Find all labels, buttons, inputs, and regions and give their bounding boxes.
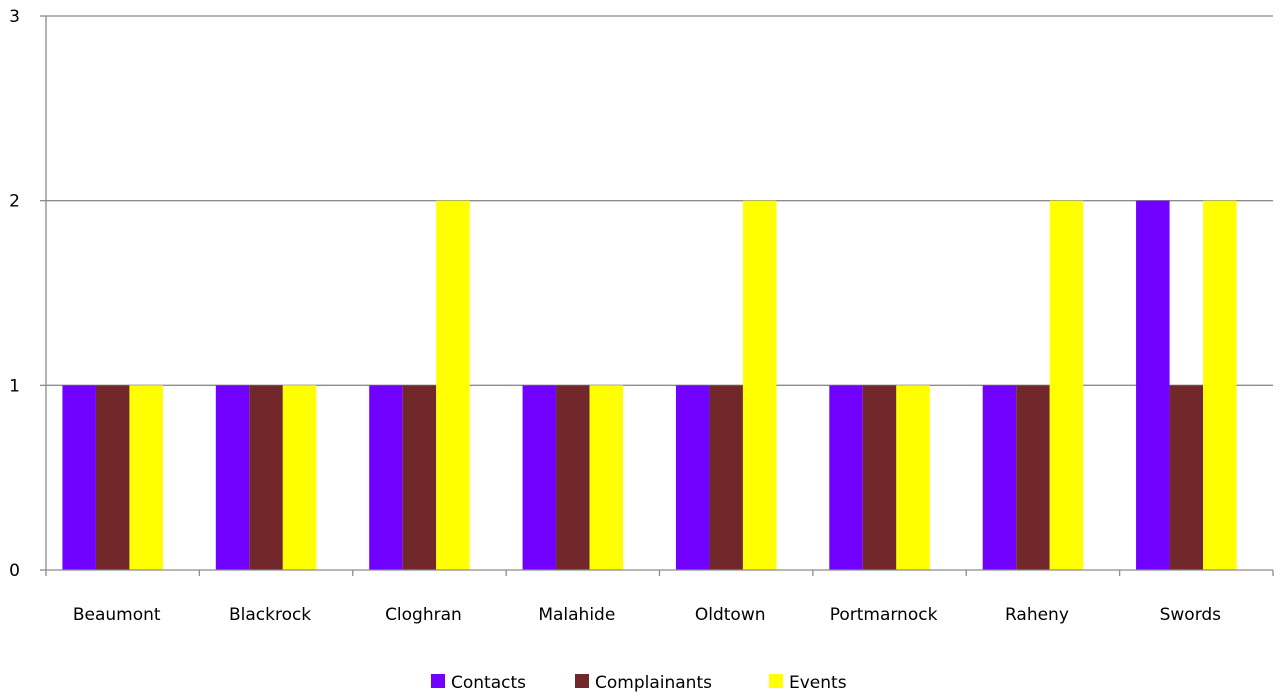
category-label: Swords: [1160, 605, 1222, 625]
legend-label-complainants: Complainants: [595, 673, 712, 693]
bar-complainants-blackrock: [249, 385, 283, 570]
bar-contacts-blackrock: [215, 385, 250, 570]
bar-events-oldtown: [742, 200, 777, 570]
bar-contacts-swords: [1136, 200, 1170, 570]
category-labels: Beaumont Blackrock Cloghran Malahide Oldtown…: [73, 605, 1221, 625]
y-tick-label: 0: [9, 561, 20, 581]
category-label: Portmarnock: [830, 605, 938, 625]
legend: Contacts Complainants Events: [431, 673, 847, 693]
bar-contacts-beaumont: [62, 385, 96, 570]
legend-label-contacts: Contacts: [451, 673, 526, 693]
bar-events-beaumont: [129, 385, 163, 570]
bar-contacts-oldtown: [675, 385, 710, 570]
bar-complainants-raheny: [1016, 385, 1050, 570]
bar-contacts-cloghran: [369, 385, 403, 570]
category-label: Beaumont: [73, 605, 161, 625]
category-label: Cloghran: [385, 605, 462, 625]
bar-contacts-portmarnock: [829, 385, 863, 570]
y-tick-label: 1: [9, 376, 20, 396]
axes: [40, 15, 1274, 576]
bar-events-portmarnock: [896, 385, 930, 570]
category-label: Raheny: [1005, 605, 1069, 625]
legend-swatch-complainants: [575, 674, 589, 688]
bar-events-cloghran: [436, 200, 470, 570]
bar-complainants-malahide: [556, 385, 590, 570]
bar-events-blackrock: [282, 385, 317, 570]
bar-complainants-beaumont: [95, 385, 130, 570]
bar-contacts-malahide: [522, 385, 557, 570]
gridlines: [46, 15, 1273, 386]
category-label: Malahide: [538, 605, 615, 625]
category-label: Blackrock: [229, 605, 311, 625]
bars: [62, 200, 1237, 570]
y-tick-labels: 0 1 2 3: [9, 7, 20, 581]
bar-complainants-portmarnock: [862, 385, 897, 570]
legend-label-events: Events: [789, 673, 847, 693]
y-tick-label: 3: [9, 7, 20, 27]
bar-events-malahide: [589, 385, 624, 570]
legend-swatch-contacts: [431, 674, 445, 688]
bar-events-raheny: [1049, 200, 1084, 570]
bar-complainants-swords: [1169, 385, 1204, 570]
bar-complainants-cloghran: [402, 385, 437, 570]
bar-complainants-oldtown: [709, 385, 743, 570]
category-label: Oldtown: [695, 605, 766, 625]
bar-events-swords: [1203, 200, 1237, 570]
bar-contacts-raheny: [982, 385, 1017, 570]
legend-swatch-events: [769, 674, 783, 688]
y-tick-label: 2: [9, 192, 20, 212]
